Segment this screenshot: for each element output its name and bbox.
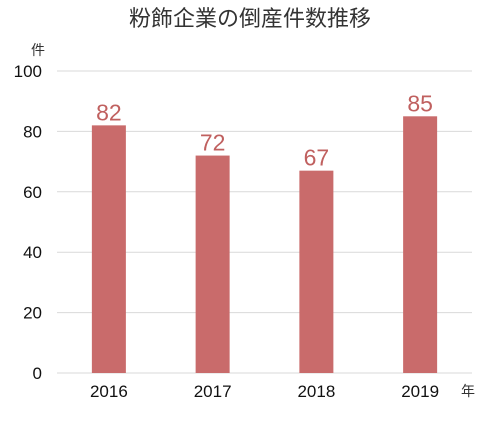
y-tick-label: 40: [23, 243, 42, 262]
x-axis-unit-label: 年: [461, 384, 475, 400]
bar-2016: [91, 125, 126, 373]
x-tick-label-2019: 2019: [401, 382, 439, 401]
y-tick-label: 60: [23, 183, 42, 202]
data-label-2018: 67: [304, 145, 330, 171]
y-tick-label: 0: [33, 364, 42, 383]
data-label-2017: 72: [200, 130, 226, 156]
bar-2018: [299, 170, 334, 373]
y-tick-label: 80: [23, 122, 42, 141]
chart-title: 粉飾企業の倒産件数推移: [129, 7, 371, 32]
x-axis-ticks: 2016 2017 2018 2019: [90, 382, 439, 401]
x-tick-label-2017: 2017: [194, 382, 232, 401]
y-tick-label: 20: [23, 304, 42, 323]
y-axis-ticks: 0 20 40 60 80 100: [14, 62, 42, 383]
bar-2017: [195, 155, 230, 373]
gridlines: [57, 70, 472, 374]
bars: [91, 116, 438, 374]
data-label-2019: 85: [407, 90, 433, 116]
y-tick-label: 100: [14, 62, 42, 81]
x-tick-label-2016: 2016: [90, 382, 128, 401]
data-labels: 82 72 67 85: [96, 90, 433, 170]
bar-2019: [403, 116, 438, 374]
y-axis-unit-label: 件: [31, 43, 45, 59]
x-tick-label-2018: 2018: [297, 382, 335, 401]
data-label-2016: 82: [96, 99, 122, 125]
